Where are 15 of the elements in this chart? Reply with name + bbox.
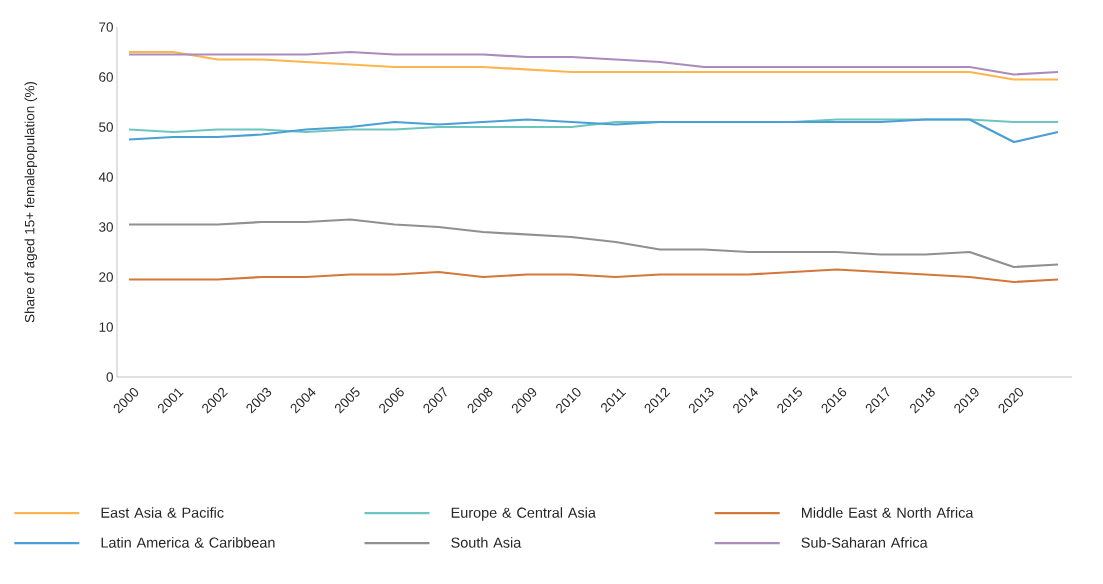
legend-label: Latin America & Caribbean xyxy=(101,537,275,548)
y-axis-title: Share of aged 15+ femalepopulation (%) xyxy=(24,81,38,323)
y-tick-label: 50 xyxy=(99,122,113,132)
legend-label: South Asia xyxy=(451,537,522,548)
y-tick-label: 40 xyxy=(98,172,113,182)
y-tick-label: 0 xyxy=(106,372,113,382)
y-tick-label: 30 xyxy=(99,222,113,232)
legend-label: Middle East & North Africa xyxy=(801,507,974,518)
legend-label: Sub-Saharan Africa xyxy=(801,537,928,548)
y-tick-label: 60 xyxy=(99,72,113,82)
y-tick-label: 10 xyxy=(99,322,113,332)
legend-label: Europe & Central Asia xyxy=(451,507,596,521)
y-tick-label: 70 xyxy=(99,22,113,32)
legend-label: East Asia & Pacific xyxy=(101,507,224,518)
y-tick-label: 20 xyxy=(99,272,113,282)
